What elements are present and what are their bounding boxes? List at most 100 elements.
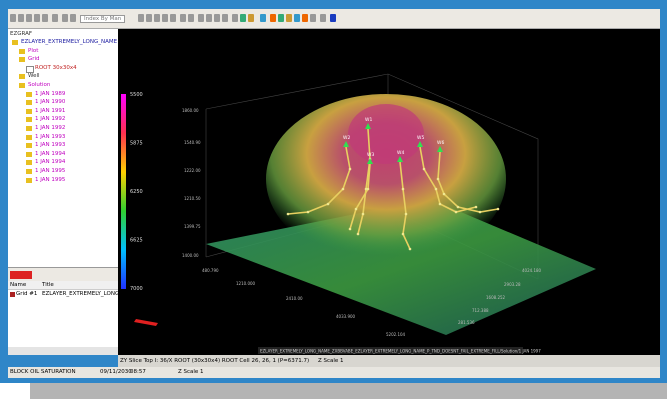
tree-icon xyxy=(26,100,32,106)
well-marker[interactable] xyxy=(343,141,349,147)
tree-root[interactable]: EZGRAF xyxy=(10,31,33,37)
well-node xyxy=(364,187,368,191)
color-bar-label: 7000 xyxy=(130,286,143,292)
toolbar-button[interactable] xyxy=(34,14,40,22)
toolbar-button[interactable] xyxy=(26,14,32,22)
well-marker[interactable] xyxy=(365,123,371,129)
status-bar: ZY Slice Top I: 36/X ROOT (30x30x4) ROOT… xyxy=(118,355,660,367)
well-node xyxy=(354,207,358,211)
index-dropdown[interactable]: Index By Man xyxy=(80,15,126,23)
well-trajectory xyxy=(287,146,351,215)
toolbar-button[interactable] xyxy=(294,14,300,22)
toolbar: Index By Man xyxy=(8,9,660,29)
well-label: W1 xyxy=(365,117,372,123)
toolbar-button[interactable] xyxy=(162,14,168,22)
axis-label: 281.536 xyxy=(458,320,475,325)
well-node xyxy=(361,212,365,216)
toolbar-button[interactable] xyxy=(138,14,144,22)
toolbar-button[interactable] xyxy=(18,14,24,22)
wells: W1 W2 W3 W4 W5 W6 xyxy=(286,117,500,251)
status-bar-bottom: BLOCK OIL SATURATION 09/11/2030 08:57 Z … xyxy=(8,367,660,378)
axis-labels: 1860.00 1540.90 1222.00 1210.50 1399.75 1400.… xyxy=(182,108,542,337)
axis-label: 1210.50 xyxy=(184,196,201,201)
toolbar-button[interactable] xyxy=(10,14,16,22)
tree-icon xyxy=(26,91,32,97)
toolbar-button[interactable] xyxy=(154,14,160,22)
well-node xyxy=(454,210,458,214)
axis-label: 2410.00 xyxy=(286,296,303,301)
well-node xyxy=(341,187,345,191)
toolbar-button[interactable] xyxy=(240,14,246,22)
tree-icon xyxy=(26,177,32,183)
toolbar-button[interactable] xyxy=(214,14,220,22)
toolbar-button[interactable] xyxy=(270,14,276,22)
tree-label: Grid xyxy=(28,56,40,63)
well-marker[interactable] xyxy=(367,158,373,164)
toolbar-button[interactable] xyxy=(260,14,266,22)
toolbar-button[interactable] xyxy=(180,14,186,22)
tree-label: Plot xyxy=(28,47,39,54)
well-marker[interactable] xyxy=(397,156,403,162)
tree-icon xyxy=(12,40,18,45)
well-node xyxy=(438,202,442,206)
z-scale: Z Scale 1 xyxy=(318,358,344,364)
well-node xyxy=(401,232,405,236)
tree-icon xyxy=(26,151,32,157)
well-trajectory xyxy=(349,163,371,230)
toolbar-button[interactable] xyxy=(222,14,228,22)
well-node xyxy=(326,202,330,206)
well-marker[interactable] xyxy=(437,146,443,152)
tree-icon xyxy=(26,143,32,149)
well-node xyxy=(286,212,290,216)
well-node xyxy=(436,177,440,181)
tree-icon xyxy=(26,126,32,131)
list-header-name[interactable]: Name xyxy=(10,282,27,288)
toolbar-button[interactable] xyxy=(320,14,326,22)
toolbar-button[interactable] xyxy=(62,14,68,22)
toolbar-button[interactable] xyxy=(248,14,254,22)
list-row[interactable]: Grid #1 EZLAYER_EXTREMELY_LONG... xyxy=(8,290,118,299)
axis-label: 1222.00 xyxy=(184,168,201,173)
caption-box xyxy=(258,347,523,354)
well-label: W2 xyxy=(343,135,350,141)
toolbar-button[interactable] xyxy=(310,14,316,22)
toolbar-button[interactable] xyxy=(42,14,48,22)
toolbar-button[interactable] xyxy=(70,14,76,22)
well-marker[interactable] xyxy=(417,141,423,147)
toolbar-button[interactable] xyxy=(302,14,308,22)
color-bar-label: 6625 xyxy=(130,238,143,244)
tree-label: ROOT 30x30x4 xyxy=(35,64,77,71)
toolbar-button[interactable] xyxy=(286,14,292,22)
well-node xyxy=(401,187,405,191)
list-header-title[interactable]: Title xyxy=(42,282,54,288)
toolbar-button[interactable] xyxy=(52,14,58,22)
tree-icon xyxy=(26,65,34,73)
color-bar xyxy=(121,94,126,289)
toolbar-button[interactable] xyxy=(330,14,336,22)
date: 09/11/2030 xyxy=(100,369,132,375)
surface-peak-top xyxy=(348,104,424,164)
tree-label: 1 JAN 1994 xyxy=(35,150,66,157)
well-label: W3 xyxy=(367,152,374,158)
list-tab[interactable] xyxy=(10,271,32,279)
toolbar-button[interactable] xyxy=(232,14,238,22)
tree-label: 1 JAN 1995 xyxy=(35,168,66,174)
axis-label: 1608.252 xyxy=(486,295,506,300)
toolbar-button[interactable] xyxy=(146,14,152,22)
well-node xyxy=(366,187,370,191)
well-node xyxy=(456,205,460,209)
toolbar-button[interactable] xyxy=(170,14,176,22)
axis-label: 1540.90 xyxy=(184,140,201,145)
axis-label: 1400.00 xyxy=(182,253,199,258)
left-panel: EZGRAF EZLAYER_EXTREMELY_LONG_NAME Plot Gr… xyxy=(8,29,118,355)
well-label: W4 xyxy=(397,150,404,156)
well-node xyxy=(356,232,360,236)
toolbar-button[interactable] xyxy=(206,14,212,22)
scrollbar[interactable] xyxy=(8,347,118,355)
toolbar-button[interactable] xyxy=(198,14,204,22)
toolbar-button[interactable] xyxy=(278,14,284,22)
toolbar-button[interactable] xyxy=(188,14,194,22)
tree-label: 1 JAN 1992 xyxy=(35,116,66,123)
well-node xyxy=(478,210,482,214)
axis-label: 480.790 xyxy=(202,268,219,273)
